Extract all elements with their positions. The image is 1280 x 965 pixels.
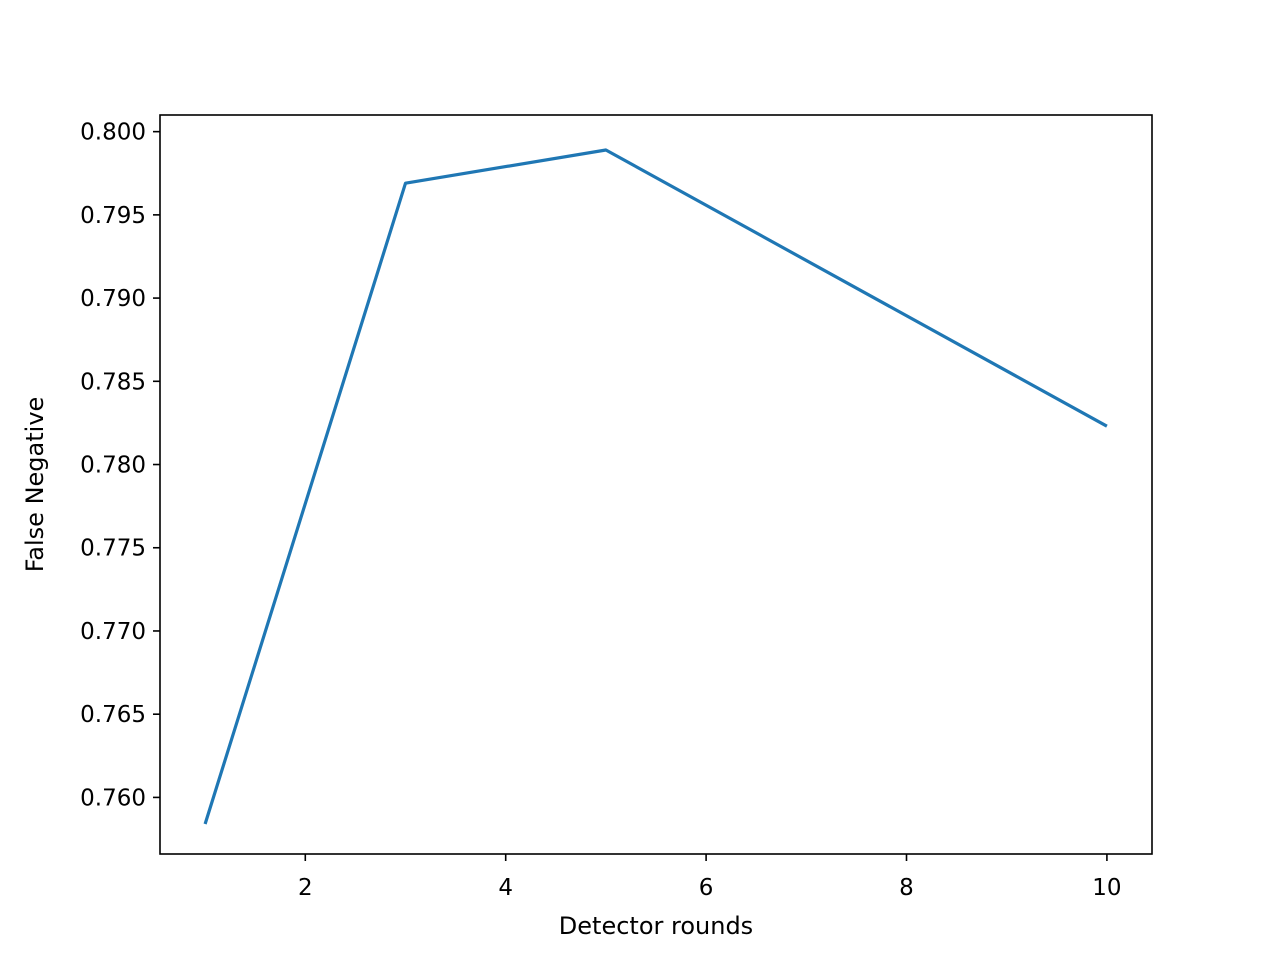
x-axis-label: Detector rounds	[559, 912, 753, 940]
x-tick-label: 2	[298, 875, 313, 901]
series-layer	[203, 148, 1108, 825]
y-tick-label: 0.770	[80, 619, 146, 645]
x-tick-label: 10	[1092, 875, 1121, 901]
plot-area-frame	[159, 114, 1153, 855]
series-line	[203, 148, 1108, 825]
y-tick-label: 0.775	[80, 536, 146, 562]
x-tick-label: 8	[899, 875, 914, 901]
ticks-layer: 2 4 6 8 10 0.760 0.765 0.770 0.775 0.780 0.785 0.79…	[80, 120, 1121, 901]
y-tick-label: 0.790	[80, 286, 146, 312]
y-tick-label: 0.760	[80, 785, 146, 811]
y-axis-label: False Negative	[21, 397, 49, 573]
y-tick-label: 0.795	[80, 203, 146, 229]
y-tick-label: 0.780	[80, 453, 146, 479]
x-tick-label: 6	[699, 875, 714, 901]
y-tick-label: 0.800	[80, 120, 146, 146]
x-tick-label: 4	[498, 875, 513, 901]
y-tick-label: 0.765	[80, 702, 146, 728]
y-tick-label: 0.785	[80, 369, 146, 395]
